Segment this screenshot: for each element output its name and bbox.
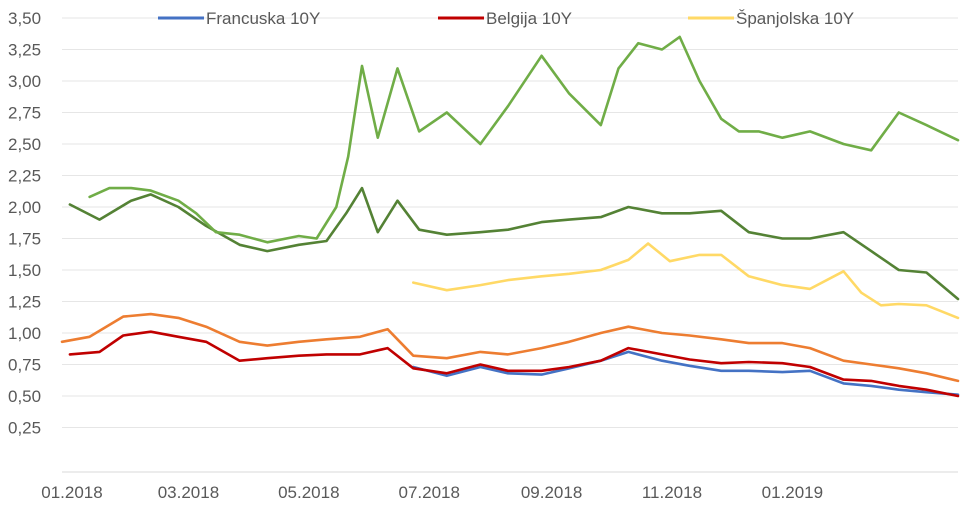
series-line-2 <box>411 242 960 320</box>
x-tick-label: 09.2018 <box>521 483 582 502</box>
legend: Francuska 10Y Belgija 10Y Španjolska 10Y <box>158 9 854 28</box>
y-tick-label: 2,50 <box>8 135 41 154</box>
series-line-1 <box>68 330 960 398</box>
y-tick-label: 3,25 <box>8 41 41 60</box>
y-tick-label: 0,75 <box>8 356 41 375</box>
x-tick-label: 01.2018 <box>41 483 102 502</box>
y-tick-label: 0,50 <box>8 387 41 406</box>
series-line-5 <box>60 312 960 383</box>
y-tick-label: 2,00 <box>8 198 41 217</box>
y-tick-label: 1,00 <box>8 324 41 343</box>
grid-lines <box>62 17 958 428</box>
x-tick-label: 11.2018 <box>642 483 702 502</box>
series-line-3 <box>88 35 960 244</box>
y-tick-label: 1,50 <box>8 261 41 280</box>
y-tick-label: 0,25 <box>8 419 41 438</box>
y-tick-label: 2,25 <box>8 167 41 186</box>
x-tick-label: 03.2018 <box>158 483 219 502</box>
legend-label: Francuska 10Y <box>206 9 320 28</box>
series-line-0 <box>411 350 960 397</box>
legend-label: Belgija 10Y <box>486 9 572 28</box>
x-tick-label: 01.2019 <box>762 483 823 502</box>
y-tick-label: 3,00 <box>8 72 41 91</box>
series-lines <box>60 35 960 398</box>
y-tick-label: 2,75 <box>8 104 41 123</box>
y-axis: 3,50 3,25 3,00 2,75 2,50 2,25 2,00 1,75 1,50 1,25… <box>8 9 41 438</box>
y-tick-label: 3,50 <box>8 9 41 28</box>
x-axis: 01.2018 03.2018 05.2018 07.2018 09.2018 11.20… <box>41 483 823 502</box>
y-tick-label: 1,75 <box>8 230 41 249</box>
x-tick-label: 07.2018 <box>398 483 459 502</box>
x-tick-label: 05.2018 <box>278 483 339 502</box>
legend-label: Španjolska 10Y <box>736 9 854 28</box>
y-tick-label: 1,25 <box>8 293 41 312</box>
